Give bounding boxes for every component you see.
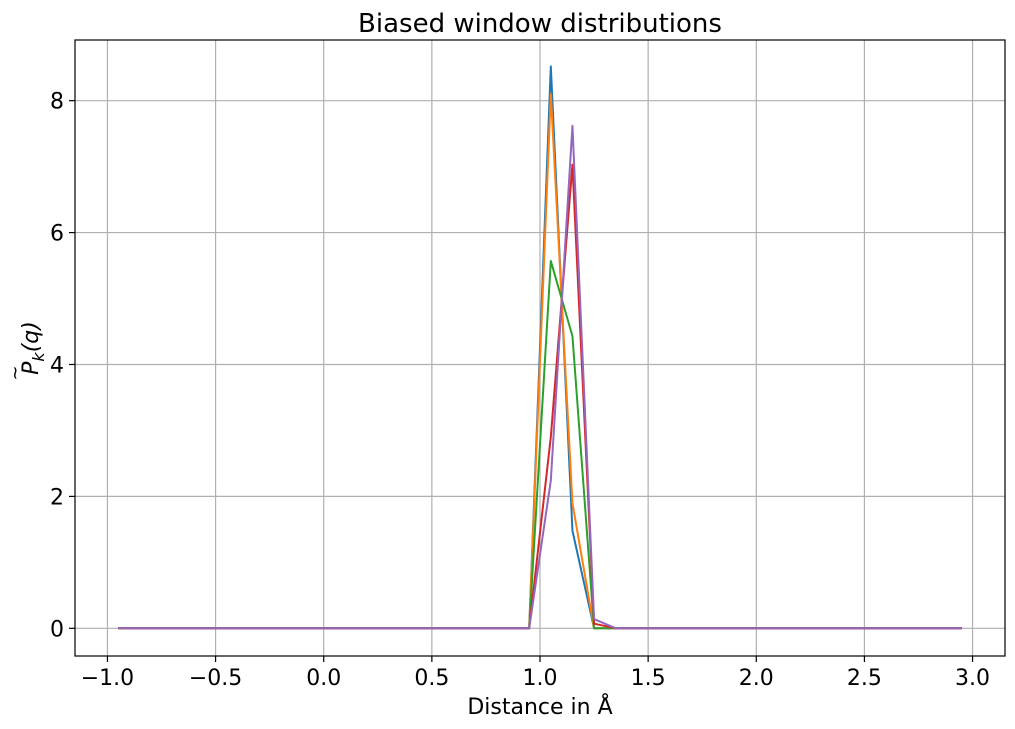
y-axis-label-base: P bbox=[19, 361, 44, 375]
x-tick-label: 2.5 bbox=[847, 666, 882, 691]
y-tick-label: 2 bbox=[50, 485, 64, 510]
y-tick-label: 4 bbox=[50, 353, 64, 378]
y-axis-label-accent: ~ bbox=[5, 365, 26, 380]
x-tick-label: 1.5 bbox=[631, 666, 666, 691]
x-tick-label: 1.0 bbox=[523, 666, 558, 691]
series-line-5 bbox=[118, 124, 962, 630]
x-tick-label: 0.5 bbox=[414, 666, 449, 691]
y-tick-label: 0 bbox=[50, 617, 64, 642]
x-tick-label: −0.5 bbox=[189, 666, 242, 691]
chart-title: Biased window distributions bbox=[358, 9, 722, 39]
y-axis-label-sub: k bbox=[29, 352, 48, 362]
x-axis: −1.0 −0.5 0.0 0.5 1.0 1.5 2.0 2.5 3.0 bbox=[81, 656, 990, 691]
y-tick-label: 6 bbox=[50, 222, 64, 247]
x-tick-label: 2.0 bbox=[739, 666, 774, 691]
x-tick-label: −1.0 bbox=[81, 666, 134, 691]
y-tick-label: 8 bbox=[50, 90, 64, 115]
x-axis-label: Distance in Å bbox=[467, 693, 612, 720]
y-axis-label: Pk(q) ~ bbox=[5, 321, 48, 380]
y-axis-label-arg: (q) bbox=[19, 321, 44, 352]
y-axis: 0 2 4 6 8 bbox=[50, 90, 75, 642]
series-group bbox=[118, 65, 962, 630]
x-tick-label: 0.0 bbox=[306, 666, 341, 691]
x-tick-label: 3.0 bbox=[955, 666, 990, 691]
svg-text:Pk(q): Pk(q) bbox=[19, 321, 48, 375]
